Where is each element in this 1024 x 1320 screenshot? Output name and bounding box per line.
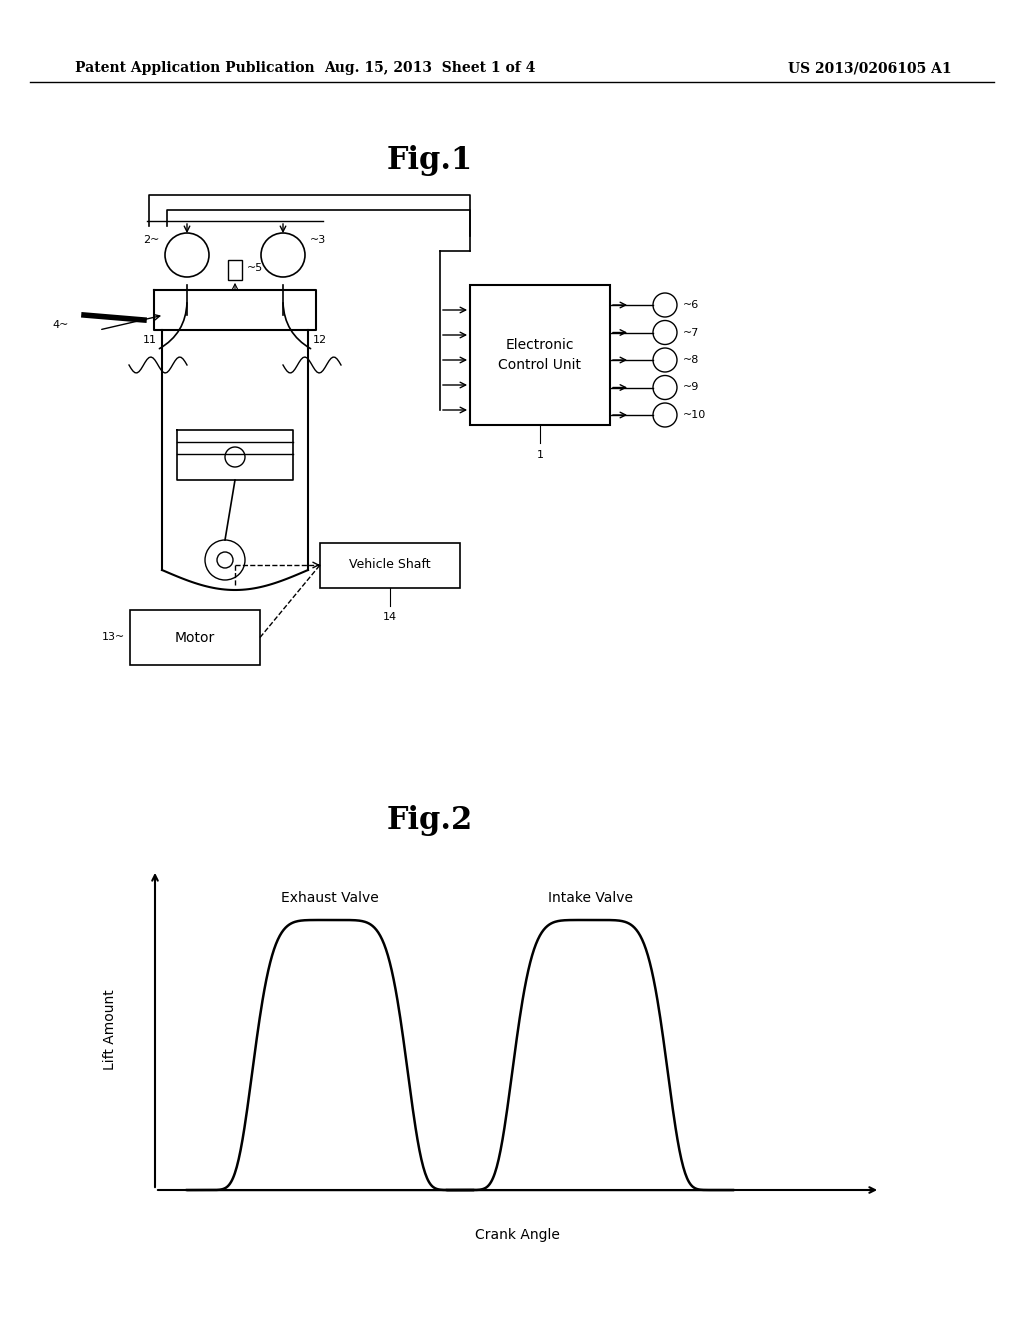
Circle shape <box>653 375 677 400</box>
Circle shape <box>653 348 677 372</box>
Text: 2~: 2~ <box>143 235 160 246</box>
Text: 14: 14 <box>383 612 397 623</box>
Text: 4~: 4~ <box>52 319 69 330</box>
Text: ~6: ~6 <box>683 300 699 310</box>
Text: ~8: ~8 <box>683 355 699 366</box>
Text: 12: 12 <box>313 335 327 345</box>
Text: US 2013/0206105 A1: US 2013/0206105 A1 <box>788 61 952 75</box>
Text: Vehicle Shaft: Vehicle Shaft <box>349 558 431 572</box>
Polygon shape <box>187 920 473 1191</box>
Text: Crank Angle: Crank Angle <box>475 1228 560 1242</box>
Text: Aug. 15, 2013  Sheet 1 of 4: Aug. 15, 2013 Sheet 1 of 4 <box>325 61 536 75</box>
Text: Electronic: Electronic <box>506 338 574 352</box>
Text: ~10: ~10 <box>683 411 707 420</box>
Text: 13~: 13~ <box>101 632 125 643</box>
Circle shape <box>205 540 245 579</box>
Circle shape <box>653 321 677 345</box>
Bar <box>228 260 242 280</box>
Text: Control Unit: Control Unit <box>499 358 582 372</box>
Text: 1: 1 <box>537 450 544 459</box>
Text: ~5: ~5 <box>247 263 263 273</box>
Text: ~3: ~3 <box>310 235 327 246</box>
Text: Motor: Motor <box>175 631 215 644</box>
Text: Fig.2: Fig.2 <box>387 804 473 836</box>
Text: Patent Application Publication: Patent Application Publication <box>75 61 314 75</box>
Bar <box>470 285 610 425</box>
Circle shape <box>653 403 677 426</box>
Text: 11: 11 <box>143 335 157 345</box>
Circle shape <box>653 293 677 317</box>
Text: ~9: ~9 <box>683 383 699 392</box>
Text: Exhaust Valve: Exhaust Valve <box>282 891 379 906</box>
Text: ~7: ~7 <box>683 327 699 338</box>
Circle shape <box>261 234 305 277</box>
Circle shape <box>225 447 245 467</box>
Bar <box>319 543 460 587</box>
Bar <box>130 610 260 665</box>
Text: Lift Amount: Lift Amount <box>103 990 117 1071</box>
Circle shape <box>217 552 233 568</box>
Text: Fig.1: Fig.1 <box>387 144 473 176</box>
Polygon shape <box>447 920 733 1191</box>
Circle shape <box>165 234 209 277</box>
Text: Intake Valve: Intake Valve <box>548 891 633 906</box>
